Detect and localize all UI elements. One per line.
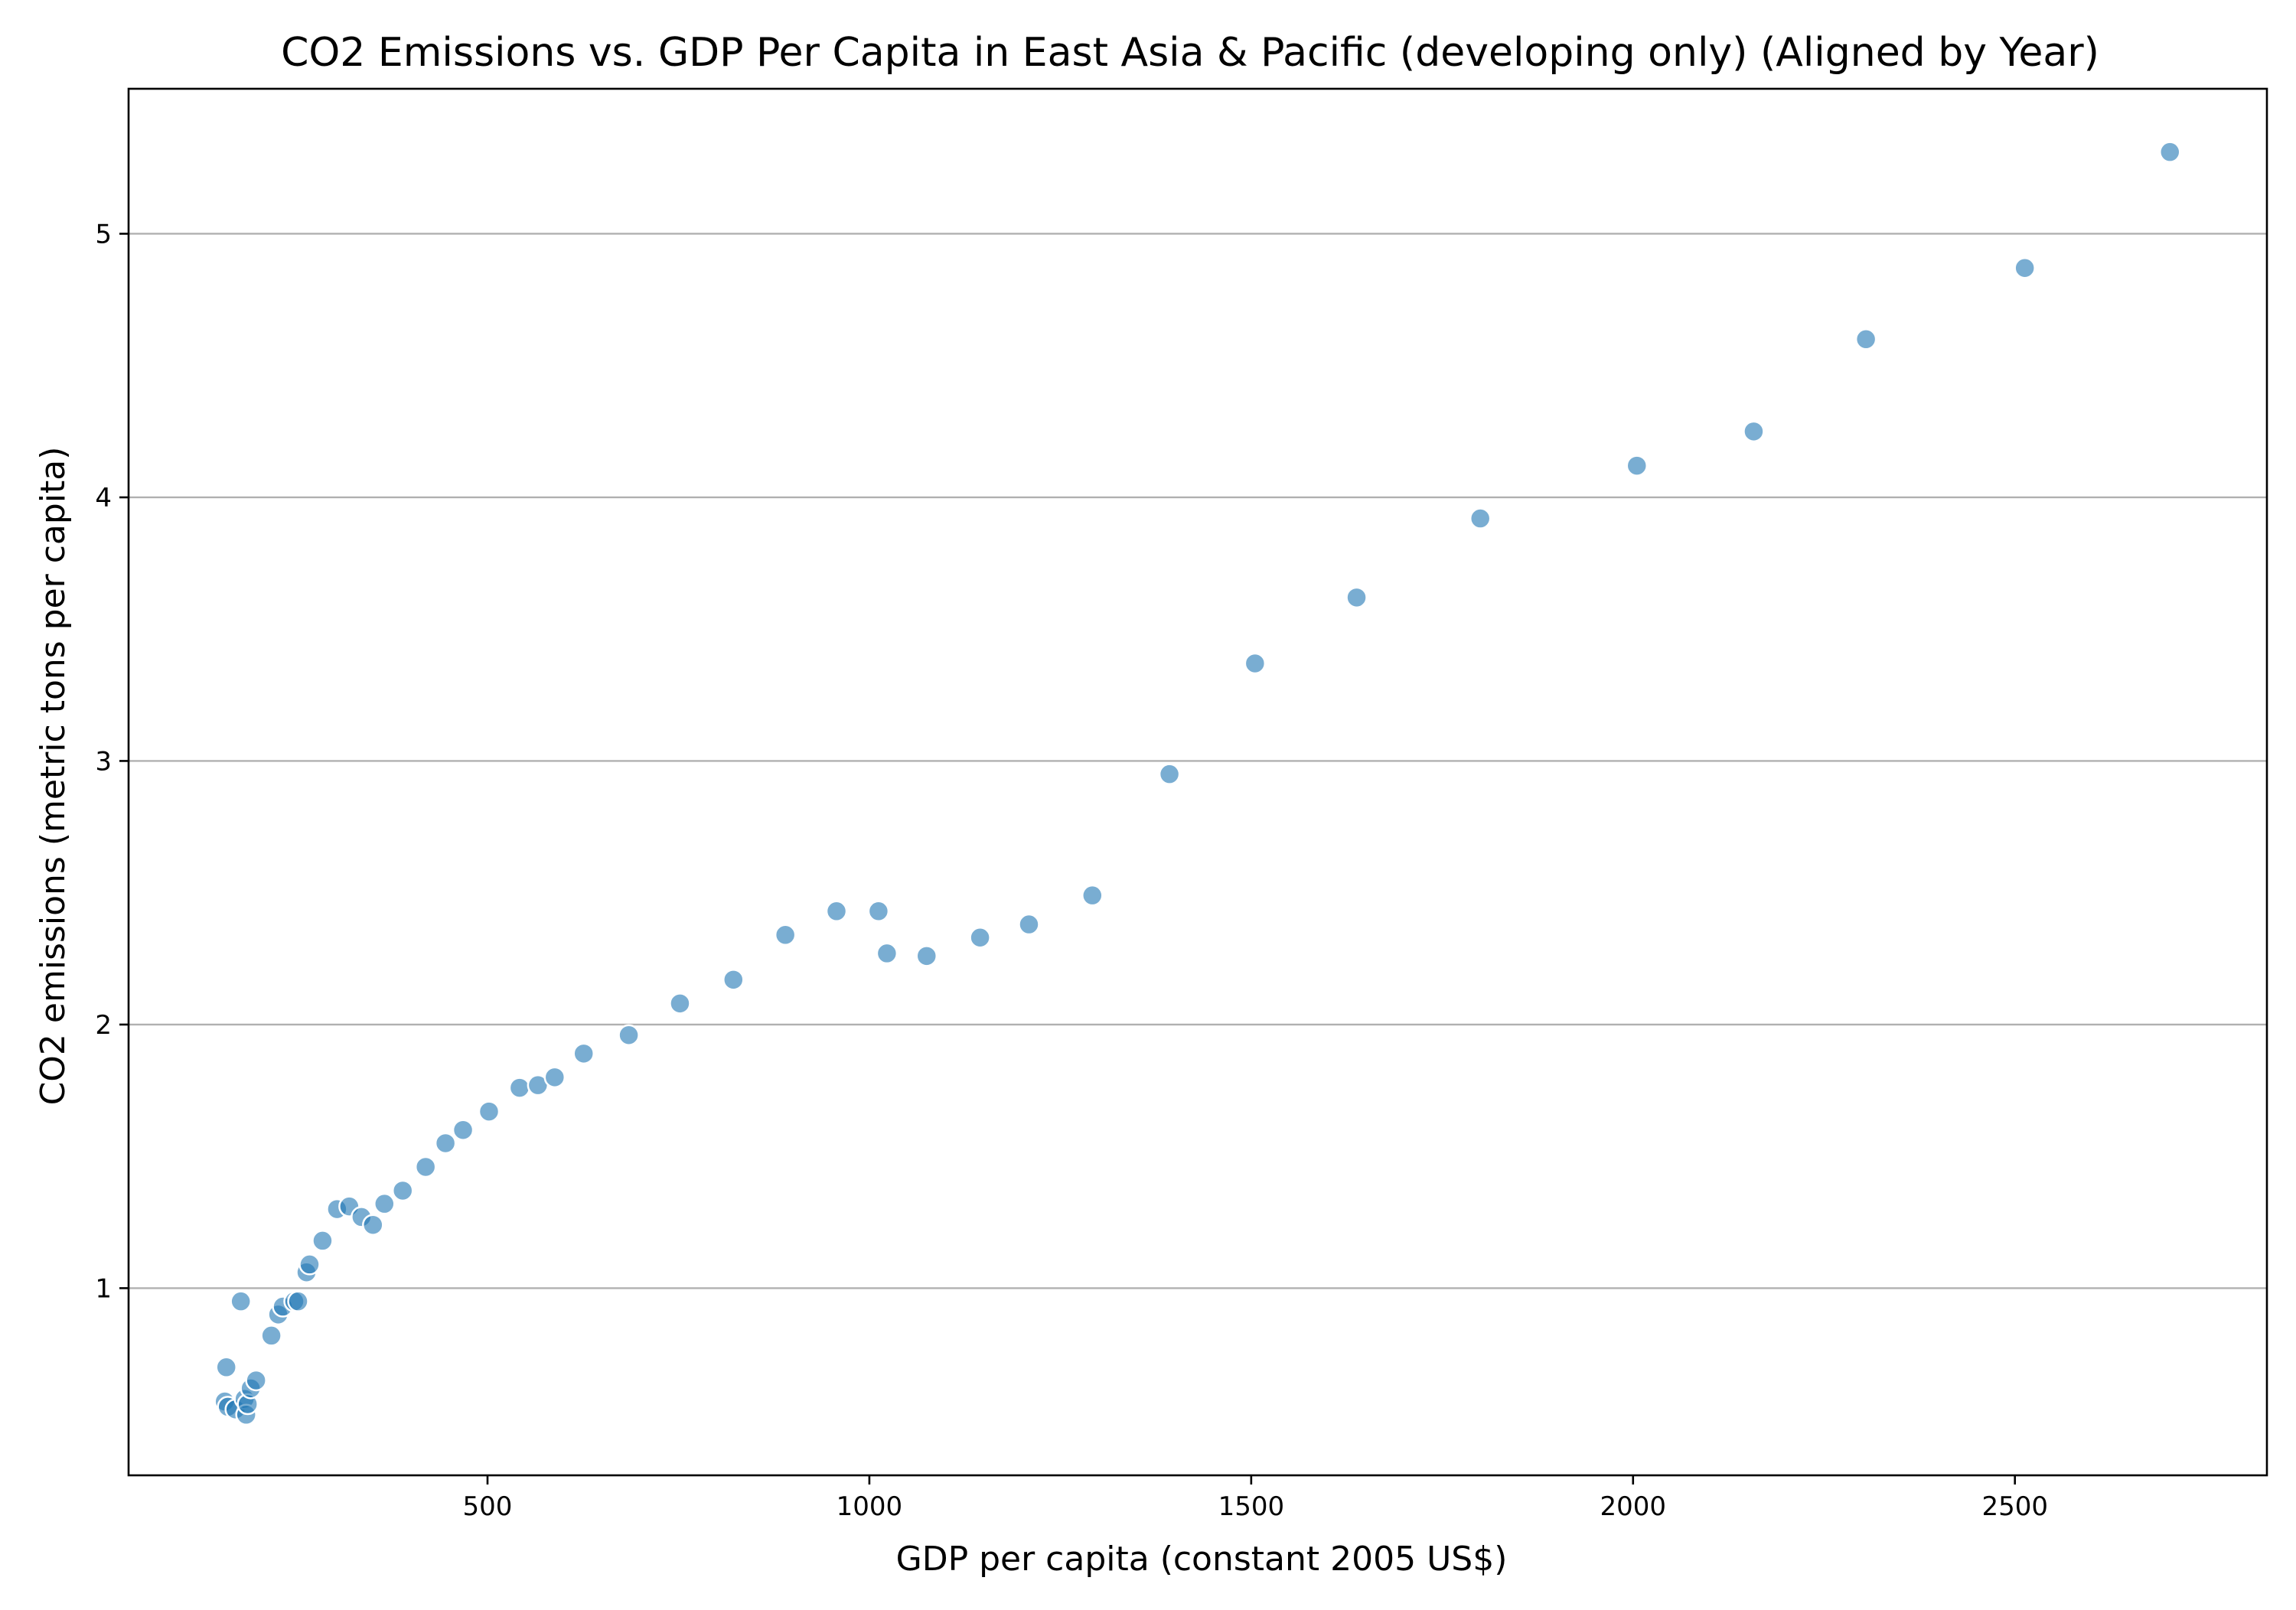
scatter-point xyxy=(1158,763,1181,785)
scatter-point xyxy=(618,1024,640,1046)
scatter-point xyxy=(867,900,890,923)
gridlines xyxy=(129,233,2267,1289)
scatter-point xyxy=(287,1290,309,1312)
x-axis-label: GDP per capita (constant 2005 US$) xyxy=(896,1540,1508,1579)
scatter-point xyxy=(969,926,991,949)
scatter-point xyxy=(478,1100,501,1123)
y-axis-ticks: 1 2 3 4 5 xyxy=(95,219,129,1304)
y-tick-label: 1 xyxy=(95,1273,112,1304)
scatter-point xyxy=(215,1356,237,1379)
y-tick-label: 5 xyxy=(95,219,112,249)
scatter-point xyxy=(298,1253,321,1276)
x-axis-ticks: 500 1000 1500 2000 2500 xyxy=(463,1475,2048,1522)
y-tick-label: 4 xyxy=(95,483,112,513)
scatter-point xyxy=(1345,586,1368,609)
scatter-point xyxy=(825,900,848,923)
scatter-point xyxy=(1469,507,1492,530)
scatter-point xyxy=(245,1369,267,1392)
scatter-point xyxy=(391,1179,414,1202)
scatter-point xyxy=(1018,913,1040,936)
scatter-point xyxy=(2159,141,2181,163)
scatter-point xyxy=(543,1066,566,1089)
chart-title: CO2 Emissions vs. GDP Per Capita in East… xyxy=(281,30,2099,76)
scatter-point xyxy=(434,1132,457,1155)
scatter-point xyxy=(1081,884,1104,907)
y-tick-label: 3 xyxy=(95,746,112,777)
scatter-point xyxy=(1743,420,1765,443)
y-tick-label: 2 xyxy=(95,1010,112,1041)
scatter-point xyxy=(452,1119,475,1141)
scatter-point xyxy=(508,1077,531,1099)
plot-frame xyxy=(127,87,2268,1477)
y-axis-label: CO2 emissions (metric tons per capita) xyxy=(34,447,73,1106)
scatter-point xyxy=(362,1214,384,1236)
scatter-point xyxy=(311,1230,334,1252)
scatter-point xyxy=(230,1290,252,1312)
scatter-point xyxy=(1244,652,1267,675)
scatter-point xyxy=(2014,257,2036,279)
scatter-point xyxy=(373,1192,396,1215)
scatter-point xyxy=(572,1042,595,1065)
x-tick-label: 2000 xyxy=(1600,1491,1667,1522)
scatter-point xyxy=(1626,455,1649,477)
scatter-point xyxy=(915,945,938,967)
scatter-point xyxy=(669,992,691,1015)
x-tick-label: 1500 xyxy=(1218,1491,1285,1522)
data-points xyxy=(214,141,2181,1426)
scatter-point xyxy=(414,1155,437,1178)
scatter-point xyxy=(1854,328,1877,350)
scatter-point xyxy=(774,924,797,947)
scatter-point xyxy=(722,969,745,991)
scatter-point xyxy=(876,942,899,965)
x-tick-label: 1000 xyxy=(837,1491,903,1522)
x-tick-label: 500 xyxy=(463,1491,513,1522)
scatter-point xyxy=(260,1325,282,1347)
x-tick-label: 2500 xyxy=(1981,1491,2048,1522)
